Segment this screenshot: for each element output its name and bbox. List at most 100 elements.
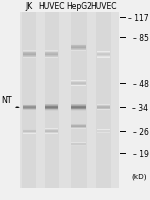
Bar [23,108,36,109]
Bar [45,105,58,106]
Bar [71,144,86,145]
Bar [23,51,36,52]
Bar [45,57,58,58]
Bar [71,142,86,143]
Bar [23,57,36,58]
Bar [45,13,59,188]
Bar [23,130,36,131]
Text: HUVEC: HUVEC [90,2,117,11]
Bar [96,13,111,188]
Bar [45,108,58,109]
Bar [71,126,86,127]
Bar [71,145,86,146]
Bar [45,105,58,106]
Bar [97,57,110,58]
Bar [97,129,110,130]
Bar [71,47,86,48]
Bar [45,107,58,108]
Bar [97,54,110,55]
Text: – 48: – 48 [133,79,148,88]
Bar [71,127,86,128]
Bar [23,52,36,53]
Bar [45,52,58,53]
Bar [71,125,86,126]
Bar [23,58,36,59]
Bar [97,55,110,56]
Bar [23,107,36,108]
Bar [71,124,86,125]
Bar [45,53,58,54]
Bar [71,83,86,84]
Bar [71,45,86,46]
Bar [97,53,110,54]
Bar [23,129,36,130]
Bar [45,51,58,52]
Bar [23,54,36,55]
Bar [71,108,86,109]
Bar [23,105,36,106]
Bar [45,52,58,53]
Bar [45,55,58,56]
Bar [23,53,36,54]
Bar [23,109,36,110]
Bar [45,130,58,131]
Bar [97,54,110,55]
Text: – 26: – 26 [133,127,148,136]
Bar [71,48,86,49]
Bar [45,131,58,132]
Text: – 19: – 19 [133,149,148,158]
Bar [97,130,110,131]
Bar [23,52,36,53]
Bar [45,104,58,105]
Bar [97,131,110,132]
Bar [71,109,86,110]
Text: – 34: – 34 [132,103,148,112]
Bar [23,57,36,58]
Bar [71,82,86,83]
Bar [23,110,36,111]
Bar [71,85,86,86]
Bar [45,58,58,59]
Bar [97,130,110,131]
Bar [45,131,58,132]
Text: JK: JK [26,2,33,11]
Bar [45,56,58,57]
Bar [71,143,86,144]
Bar [97,53,110,54]
Bar [71,127,86,128]
Bar [71,44,86,45]
Bar [97,55,110,56]
Bar [97,133,110,134]
Bar [71,84,86,85]
Bar [97,107,110,108]
Bar [45,109,58,110]
Bar [45,106,58,107]
Bar [70,13,87,188]
Bar [97,56,110,57]
Bar [71,110,86,111]
Bar [23,56,36,57]
Bar [71,146,86,147]
Bar [71,81,86,82]
Bar [97,109,110,110]
Text: – 117: – 117 [128,14,148,23]
Bar [23,55,36,56]
Bar [71,107,86,108]
Bar [71,50,86,51]
Bar [97,131,110,132]
Bar [97,52,110,53]
Bar [71,47,86,48]
Bar [22,13,36,188]
Bar [97,132,110,133]
Bar [97,106,110,107]
Bar [20,13,118,188]
Bar [45,133,58,134]
Bar [71,49,86,50]
Bar [97,109,110,110]
Bar [45,57,58,58]
Bar [71,144,86,145]
Bar [71,145,86,146]
Bar [97,108,110,109]
Text: (kD): (kD) [132,173,147,179]
Bar [71,46,86,47]
